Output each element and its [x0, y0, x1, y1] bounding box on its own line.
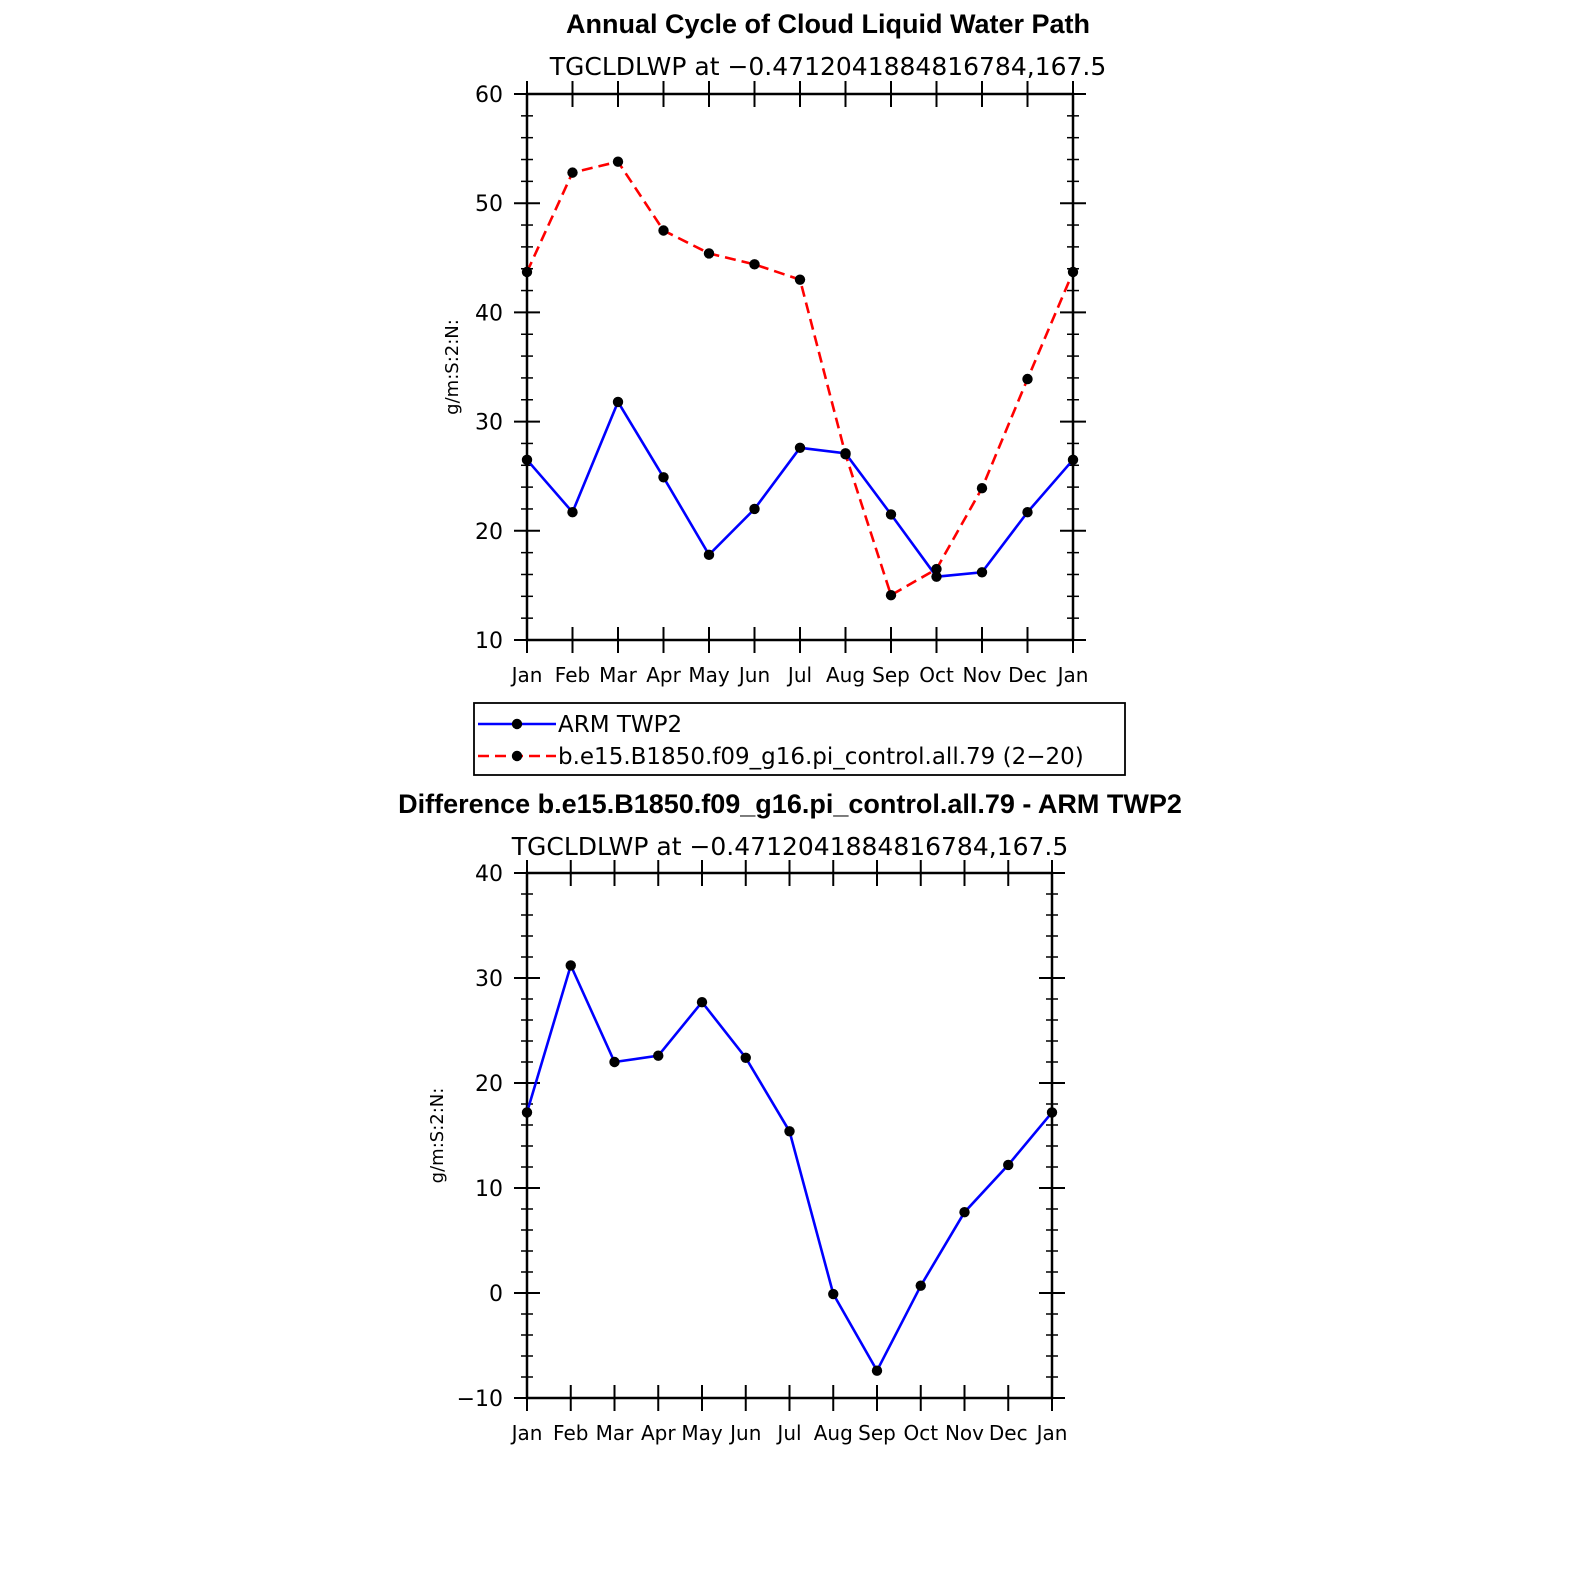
chart0-series-0-point [794, 442, 806, 454]
chart1-xtick-label: Jan [1035, 1421, 1068, 1445]
legend-swatch-marker [511, 718, 523, 730]
chart0-series-0-point [1067, 454, 1079, 466]
chart1-xtick-label: Jun [728, 1421, 761, 1445]
chart1-ytick-label: −10 [457, 1387, 503, 1412]
chart1-xtick-label: Nov [945, 1421, 984, 1445]
chart1-ytick-label: 10 [475, 1177, 503, 1202]
chart0-xtick-label: Feb [555, 663, 590, 687]
chart1-xtick-label: May [681, 1421, 723, 1445]
chart0-series-1-point [612, 156, 624, 167]
chart0-series-0-point [1022, 507, 1033, 518]
chart0-series-1-point [931, 563, 942, 575]
chart1-series-0-point [565, 960, 576, 971]
chart0-series-0-point [612, 396, 624, 408]
chart1-xtick-label: Aug [814, 1421, 853, 1445]
chart1-xtick-label: Jul [775, 1421, 801, 1445]
chart1-xtick-label: Jan [510, 1421, 543, 1445]
chart0-series-0-point [567, 507, 578, 518]
chart0-xtick-label: Jul [786, 663, 812, 687]
chart0-ytick-label: 50 [475, 192, 503, 217]
legend-swatch-marker [511, 750, 523, 762]
chart0-series-1-point [1067, 266, 1079, 278]
chart1-ylabel: g/m:S:2:N: [427, 1088, 448, 1184]
chart0-ytick-label: 20 [475, 520, 503, 545]
chart1-series-0-point [521, 1107, 533, 1118]
chart0-subtitle: TGCLDLWP at −0.4712041884816784,167.5 [549, 52, 1107, 81]
chart1-xtick-label: Sep [858, 1421, 896, 1445]
chart0-xtick-label: Jun [737, 663, 770, 687]
chart0-xtick-label: Apr [646, 663, 681, 687]
chart0-series-1-point [1022, 373, 1033, 385]
chart0-series-0-point [749, 503, 760, 515]
chart0-series-1-point [749, 259, 760, 270]
chart1-xtick-label: Dec [989, 1421, 1028, 1445]
chart0-series-1-point [976, 483, 988, 494]
chart1-ytick-label: 20 [475, 1072, 503, 1097]
chart0-xtick-label: Sep [872, 663, 910, 687]
chart1-ytick-label: 40 [475, 862, 503, 887]
chart0-series-0-point [931, 571, 942, 582]
chart1-series-0-point [740, 1052, 751, 1064]
chart0-series-0-point [976, 567, 988, 578]
chart1-series-0-point [915, 1280, 926, 1291]
chart1-series-0-point [784, 1126, 795, 1137]
chart1-xtick-label: Oct [903, 1421, 938, 1445]
chart1-xtick-label: Feb [553, 1421, 588, 1445]
chart1-series-0-point [609, 1056, 620, 1068]
chart0-ylabel: g/m:S:2:N: [442, 319, 463, 415]
chart1-xtick-label: Mar [596, 1421, 635, 1445]
chart1-series-0-point [1046, 1107, 1058, 1118]
chart0-xtick-label: May [688, 663, 730, 687]
chart1-ytick-label: 30 [475, 967, 503, 992]
chart0-xtick-label: Mar [599, 663, 638, 687]
chart0-series-1-point [794, 274, 806, 285]
chart0-xtick-label: Aug [826, 663, 865, 687]
chart0-ytick-label: 10 [475, 629, 503, 654]
chart1-series-0-line [525, 961, 1053, 1374]
chart0-plot-frame [525, 92, 1075, 642]
chart1-series-0-point [828, 1288, 839, 1300]
chart1-series-0-point [959, 1206, 970, 1218]
chart0-xtick-label: Jan [510, 663, 543, 687]
chart0-xtick-label: Dec [1008, 663, 1047, 687]
chart0-xtick-label: Nov [962, 663, 1001, 687]
chart0-series-1-line [525, 160, 1075, 598]
chart0-series-1-point [703, 248, 715, 259]
chart0-ytick-label: 60 [475, 83, 503, 108]
chart0-series-1-point [840, 449, 851, 460]
chart0-series-0-point [521, 454, 533, 466]
legend-box [473, 702, 1126, 776]
chart0-series-1-point [658, 225, 669, 236]
chart0-ytick-label: 40 [475, 301, 503, 326]
chart1-subtitle: TGCLDLWP at −0.4712041884816784,167.5 [511, 832, 1069, 861]
chart0-title: Annual Cycle of Cloud Liquid Water Path [566, 9, 1090, 39]
chart0-series-0-line [526, 399, 1074, 579]
chart0-ytick-label: 30 [475, 411, 503, 436]
chart1-series-0-point [1003, 1159, 1014, 1171]
legend-entry-label: ARM TWP2 [558, 712, 682, 738]
chart1-series-0-point [871, 1365, 883, 1376]
chart1-title: Difference b.e15.B1850.f09_g16.pi_contro… [398, 789, 1182, 819]
chart0-series-1-point [885, 590, 897, 601]
chart1-xtick-label: Apr [641, 1421, 676, 1445]
chart0-series-0-point [885, 509, 897, 520]
chart0-series-1-point [521, 266, 533, 278]
chart0-xtick-label: Oct [919, 663, 954, 687]
legend-entry-label: b.e15.B1850.f09_g16.pi_control.all.79 (2… [558, 744, 1084, 770]
chart1-series-0-point [653, 1050, 664, 1061]
chart0-series-0-point [703, 549, 715, 561]
chart0-series-1-point [567, 167, 578, 178]
chart0-series-0-point [658, 472, 669, 483]
chart1-series-0-point [696, 996, 708, 1008]
chart1-ytick-label: 0 [489, 1282, 503, 1307]
chart0-xtick-label: Jan [1056, 663, 1089, 687]
